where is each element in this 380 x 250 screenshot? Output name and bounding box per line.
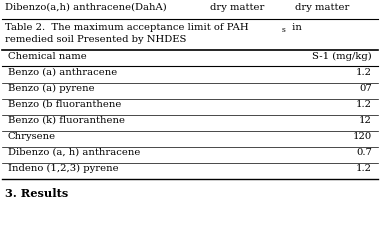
Text: 1.2: 1.2 bbox=[356, 164, 372, 173]
Text: 12: 12 bbox=[359, 116, 372, 125]
Text: Benzo (a) pyrene: Benzo (a) pyrene bbox=[8, 84, 95, 93]
Text: Benzo (k) fluoranthene: Benzo (k) fluoranthene bbox=[8, 116, 125, 125]
Text: 1.2: 1.2 bbox=[356, 100, 372, 109]
Text: Chrysene: Chrysene bbox=[8, 132, 56, 141]
Text: remedied soil Presented by NHDES: remedied soil Presented by NHDES bbox=[5, 35, 186, 44]
Text: 0.7: 0.7 bbox=[356, 148, 372, 157]
Text: Indeno (1,2,3) pyrene: Indeno (1,2,3) pyrene bbox=[8, 164, 119, 173]
Text: 1.2: 1.2 bbox=[356, 68, 372, 77]
Text: Table 2.  The maximum acceptance limit of PAH: Table 2. The maximum acceptance limit of… bbox=[5, 23, 249, 32]
Text: S-1 (mg/kg): S-1 (mg/kg) bbox=[312, 52, 372, 61]
Text: 3. Results: 3. Results bbox=[5, 188, 68, 199]
Text: Chemical name: Chemical name bbox=[8, 52, 87, 61]
Text: Dibenzo (a, h) anthracene: Dibenzo (a, h) anthracene bbox=[8, 148, 140, 157]
Text: s: s bbox=[282, 26, 286, 34]
Text: 120: 120 bbox=[353, 132, 372, 141]
Text: dry matter: dry matter bbox=[295, 3, 349, 12]
Text: dry matter: dry matter bbox=[210, 3, 264, 12]
Text: Benzo (a) anthracene: Benzo (a) anthracene bbox=[8, 68, 117, 77]
Text: 07: 07 bbox=[359, 84, 372, 93]
Text: in: in bbox=[289, 23, 302, 32]
Text: Dibenzo(a,h) anthracene(DahA): Dibenzo(a,h) anthracene(DahA) bbox=[5, 3, 167, 12]
Text: Benzo (b fluoranthene: Benzo (b fluoranthene bbox=[8, 100, 121, 109]
